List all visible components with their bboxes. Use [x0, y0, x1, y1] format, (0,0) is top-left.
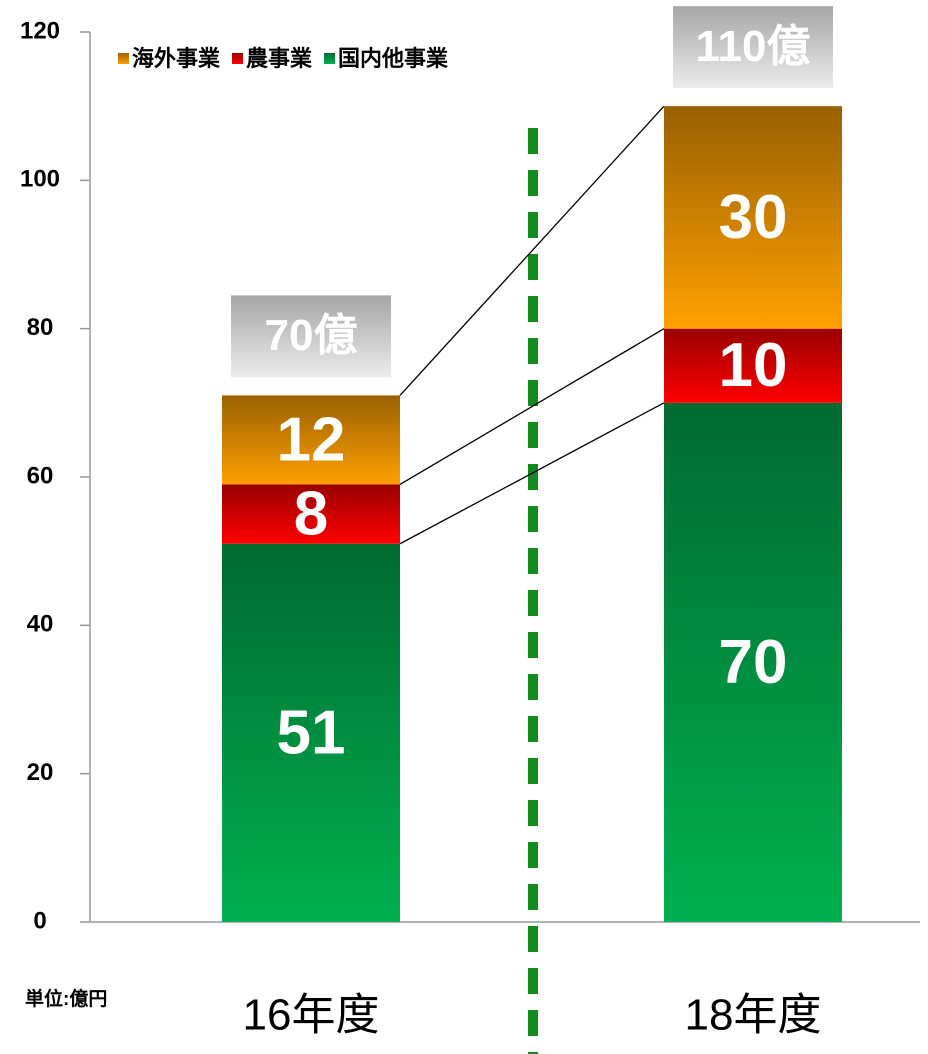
legend-label: 国内他事業 [338, 46, 449, 71]
total-label: 70億 [265, 311, 358, 360]
total-box [673, 6, 833, 89]
unit-note: 単位:億円 [25, 987, 107, 1010]
segment-label: 8 [294, 479, 328, 548]
segment-label: 70 [719, 628, 788, 697]
y-tick-label: 40 [27, 611, 54, 638]
x-tick-label: 16年度 [243, 991, 380, 1040]
segment-label: 10 [719, 331, 788, 400]
legend-swatch [324, 53, 336, 64]
legend-swatch [232, 53, 244, 64]
bar-segment [664, 328, 842, 403]
total-label: 110億 [696, 22, 811, 71]
bar-segment [222, 484, 400, 544]
bar-segment [222, 395, 400, 485]
bar-segment [664, 106, 842, 329]
y-tick-label: 80 [27, 314, 54, 341]
legend-swatch [118, 53, 129, 64]
y-tick-label: 120 [20, 17, 60, 44]
y-tick-label: 0 [33, 907, 46, 934]
x-tick-label: 18年度 [685, 991, 822, 1040]
bar-segment [664, 402, 842, 922]
segment-label: 30 [719, 183, 788, 252]
connector [399, 105, 665, 396]
segment-label: 12 [277, 405, 346, 474]
legend-label: 海外事業 [132, 46, 221, 71]
y-tick-label: 100 [20, 166, 60, 193]
connector [399, 328, 665, 485]
y-tick-label: 60 [27, 462, 54, 489]
total-box [231, 295, 391, 378]
y-tick-label: 20 [27, 759, 54, 786]
bar-segment [222, 543, 400, 922]
segment-label: 51 [277, 698, 346, 767]
connector [399, 402, 665, 545]
legend-label: 農事業 [246, 46, 313, 71]
